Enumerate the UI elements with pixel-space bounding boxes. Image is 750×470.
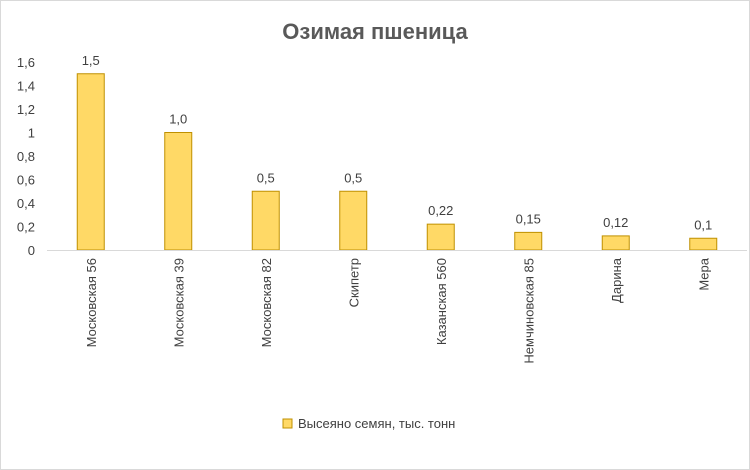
- x-axis: Московская 56 Московская 39 Московская 82 С…: [47, 250, 747, 364]
- x-tick-label: Скипетр: [346, 258, 361, 307]
- y-tick-label: 0: [28, 243, 35, 258]
- bar: [601, 235, 630, 251]
- bar: [251, 190, 280, 251]
- x-tick-label: Казанская 560: [434, 258, 449, 345]
- legend-swatch: [282, 418, 293, 429]
- chart-title: Озимая пшеница: [282, 19, 468, 44]
- data-label: 0,12: [603, 215, 628, 230]
- x-tick-label: Мера: [696, 257, 711, 290]
- y-tick-label: 0,6: [17, 173, 35, 188]
- data-label: 0,1: [694, 217, 712, 232]
- y-tick-label: 1,2: [17, 102, 35, 117]
- y-axis: 0 0,2 0,4 0,6 0,8 1 1,2 1,4 1,6: [17, 55, 35, 258]
- y-tick-label: 0,2: [17, 220, 35, 235]
- bar: [426, 223, 455, 251]
- x-tick-label: Московская 39: [171, 258, 186, 347]
- bar: [164, 132, 193, 251]
- data-label: 0,5: [257, 170, 275, 185]
- y-tick-label: 1,4: [17, 79, 35, 94]
- y-tick-label: 0,4: [17, 196, 35, 211]
- x-tick-label: Московская 82: [259, 258, 274, 347]
- bars: [76, 73, 718, 251]
- bar: [689, 237, 718, 251]
- bar: [339, 190, 368, 251]
- data-label: 0,5: [344, 170, 362, 185]
- legend-label: Высеяно семян, тыс. тонн: [298, 416, 455, 431]
- bar: [76, 73, 105, 251]
- bar: [514, 231, 543, 251]
- x-tick-label: Дарина: [609, 257, 624, 303]
- data-labels: 1,5 1,0 0,5 0,5 0,22 0,15 0,12 0,1: [82, 53, 713, 233]
- data-label: 1,0: [169, 112, 187, 127]
- data-label: 1,5: [82, 53, 100, 68]
- y-tick-label: 0,8: [17, 149, 35, 164]
- x-tick-label: Московская 56: [84, 258, 99, 347]
- legend: Высеяно семян, тыс. тонн: [282, 416, 455, 431]
- y-tick-label: 1,6: [17, 55, 35, 70]
- data-label: 0,22: [428, 203, 453, 218]
- data-label: 0,15: [516, 211, 541, 226]
- y-tick-label: 1: [28, 126, 35, 141]
- x-tick-label: Немчиновская 85: [521, 258, 536, 364]
